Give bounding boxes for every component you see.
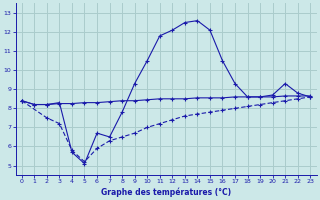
X-axis label: Graphe des températures (°C): Graphe des températures (°C): [101, 187, 231, 197]
